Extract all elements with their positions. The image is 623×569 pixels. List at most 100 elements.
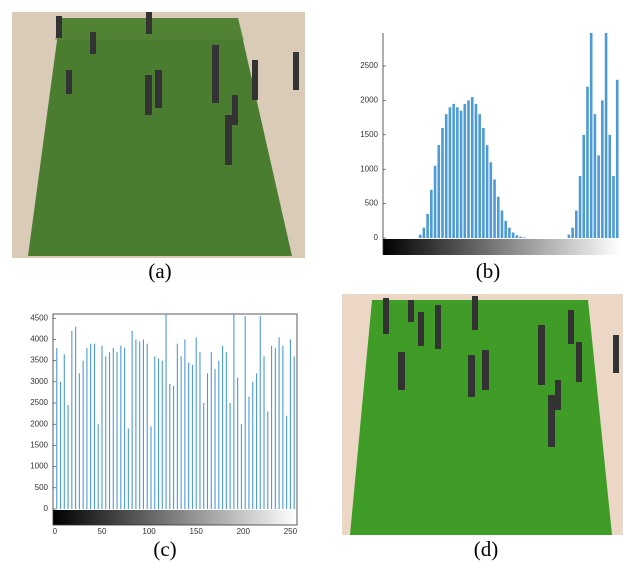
bar [437, 145, 440, 238]
bar [79, 373, 80, 509]
bar [594, 114, 597, 238]
bar [616, 80, 619, 238]
y-tick-label: 500 [35, 483, 49, 492]
bar [597, 155, 600, 238]
bar [158, 359, 159, 509]
x-tick-label: 250 [284, 527, 298, 536]
bar [601, 100, 604, 238]
y-tick-label: 2500 [30, 398, 48, 407]
bar [132, 331, 133, 509]
bar [482, 128, 485, 238]
x-tick-label: 0 [53, 527, 58, 536]
y-tick-label: 1000 [360, 164, 378, 173]
bar [463, 104, 466, 238]
bar [575, 210, 578, 238]
bar [456, 107, 459, 238]
panel-label: (a) [148, 259, 171, 283]
bar [86, 348, 87, 509]
bar [105, 356, 106, 509]
y-tick-label: 1500 [360, 130, 378, 139]
bar [226, 352, 227, 509]
bar [501, 210, 504, 238]
y-tick-label: 2000 [360, 96, 378, 105]
figure: (a) (b) (c) (d) 050010001500200025000500… [0, 0, 623, 569]
bar [471, 97, 474, 238]
bar [188, 363, 189, 509]
bar [117, 352, 118, 509]
y-tick-label: 2500 [360, 61, 378, 70]
bar [83, 361, 84, 509]
bar [143, 339, 144, 509]
bar [230, 403, 231, 509]
bar [519, 237, 522, 238]
bar [590, 33, 593, 238]
bar [279, 337, 280, 509]
bar [504, 221, 507, 238]
bar [101, 346, 102, 509]
x-tick-label: 100 [142, 527, 156, 536]
bar [203, 403, 204, 509]
bar [486, 145, 489, 238]
bar [271, 346, 272, 509]
bar [478, 114, 481, 238]
x-tick-label: 200 [237, 527, 251, 536]
bar [162, 361, 163, 509]
bar [184, 339, 185, 509]
y-tick-label: 4000 [30, 335, 48, 344]
y-tick-label: 1500 [30, 441, 48, 450]
bar [90, 344, 91, 509]
bar [120, 346, 121, 509]
bar [512, 232, 515, 238]
bar [445, 114, 448, 238]
bar [294, 356, 295, 509]
bar [248, 397, 249, 509]
bar [124, 348, 125, 509]
bar [98, 424, 99, 509]
bar [196, 337, 197, 509]
bar [177, 344, 178, 509]
bar [150, 426, 151, 509]
panel-label: (b) [476, 259, 501, 283]
bar [579, 176, 582, 238]
y-tick-label: 0 [374, 233, 379, 242]
bar [154, 356, 155, 509]
bar [68, 405, 69, 509]
bar [135, 339, 136, 509]
x-tick-label: 150 [190, 527, 204, 536]
bar [218, 361, 219, 509]
bar [586, 87, 589, 238]
bar [256, 373, 257, 509]
bar [426, 214, 429, 238]
bar [94, 344, 95, 509]
photo-a [12, 12, 305, 258]
bar [64, 354, 65, 509]
bar [241, 424, 242, 509]
bar [612, 176, 615, 238]
bar [214, 369, 215, 509]
y-tick-label: 3000 [30, 377, 48, 386]
y-tick-label: 1000 [30, 462, 48, 471]
bar [207, 373, 208, 509]
bar [582, 135, 585, 238]
bar [267, 412, 268, 510]
bar [523, 237, 526, 238]
bar [245, 316, 246, 509]
y-tick-label: 4500 [30, 313, 48, 322]
photo-d [342, 294, 623, 535]
bar [434, 166, 437, 238]
y-tick-label: 500 [365, 199, 379, 208]
bar [109, 352, 110, 509]
bar [60, 382, 61, 509]
bar [608, 135, 611, 238]
panel-label: (d) [474, 537, 499, 561]
bar [467, 100, 470, 238]
bar [275, 348, 276, 509]
bar [497, 197, 500, 238]
bar [568, 235, 571, 238]
bar [516, 235, 519, 238]
bar [263, 356, 264, 509]
bar [423, 228, 426, 238]
bar [252, 382, 253, 509]
y-tick-label: 3500 [30, 356, 48, 365]
bar [147, 344, 148, 509]
